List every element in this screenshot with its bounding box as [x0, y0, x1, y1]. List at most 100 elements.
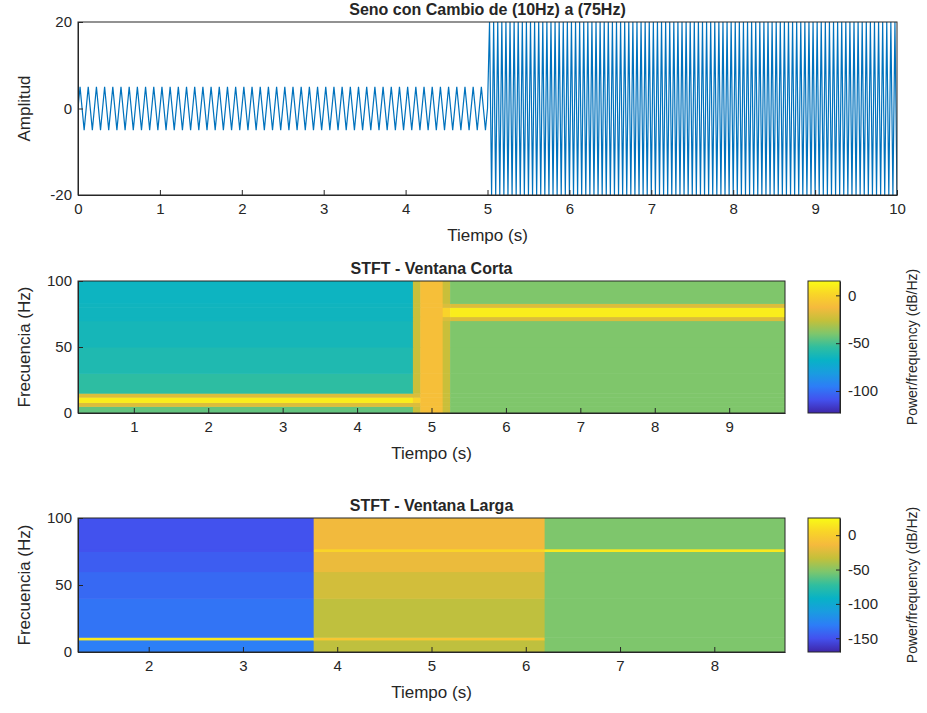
tick-label: 0 — [64, 100, 72, 117]
tick-label: 0 — [64, 404, 72, 421]
tick: 6 — [566, 190, 574, 217]
colorbar-title: Power/frequency (dB/Hz) — [904, 269, 920, 425]
axis: 2345678 — [79, 647, 786, 674]
tick-label: 2 — [145, 657, 153, 674]
heatmap-cell — [314, 552, 545, 573]
tick: 0 — [64, 100, 83, 117]
panel: 012345678910-20020Seno con Cambio de (10… — [15, 1, 906, 245]
tick-label: 8 — [730, 200, 738, 217]
heatmap-cell — [450, 397, 785, 403]
tick: 6 — [522, 647, 530, 674]
heatmap-cell — [78, 307, 413, 317]
tick-label: 5 — [428, 418, 436, 435]
tick: 8 — [651, 408, 659, 435]
heatmap-cell — [78, 397, 413, 403]
heatmap-cell — [413, 406, 421, 413]
heatmap-cell — [78, 406, 413, 413]
heatmap-cell — [413, 402, 421, 406]
heatmap-cell — [443, 281, 451, 304]
heatmap-cell — [420, 321, 443, 348]
heatmap-cell — [545, 552, 785, 573]
x-axis-title: Tiempo (s) — [447, 226, 528, 245]
heatmap-cell — [420, 317, 443, 321]
heatmap-cell — [545, 518, 785, 549]
tick: 7 — [577, 408, 585, 435]
tick-label: 6 — [566, 200, 574, 217]
signal-line — [78, 22, 897, 195]
tick-label: 6 — [522, 657, 530, 674]
tick: -150 — [836, 630, 878, 647]
heatmap-cell — [314, 518, 545, 549]
tick: 2 — [145, 647, 153, 674]
tick: -50 — [836, 561, 870, 578]
tick-label: -100 — [848, 595, 878, 612]
heatmap-cell — [413, 373, 421, 393]
heatmap-cell — [443, 397, 451, 403]
heatmap-cell — [450, 307, 785, 317]
tick-label: 0 — [74, 200, 82, 217]
axis: -100-500 — [836, 282, 878, 414]
tick-label: 0 — [848, 287, 856, 304]
heatmap-cell — [450, 281, 785, 304]
plot-area — [78, 518, 785, 652]
tick-label: 4 — [334, 657, 342, 674]
heatmap-cell — [450, 317, 785, 321]
heatmap-cell — [78, 373, 413, 393]
tick: 1 — [156, 190, 164, 217]
heatmap-cell — [420, 402, 443, 406]
tick-mark — [432, 647, 433, 652]
tick: 5 — [428, 647, 436, 674]
y-axis-title: Frecuencia (Hz) — [15, 287, 34, 408]
heatmap-cell — [443, 321, 451, 348]
heatmap-cell — [78, 402, 413, 406]
tick: 7 — [648, 190, 656, 217]
tick-label: 3 — [239, 657, 247, 674]
tick-label: 2 — [238, 200, 246, 217]
tick-label: 1 — [156, 200, 164, 217]
tick-label: 50 — [55, 338, 72, 355]
tick-label: 7 — [648, 200, 656, 217]
heatmap-cell — [450, 402, 785, 406]
heatmap-cell — [443, 303, 451, 307]
heatmap-cell — [78, 640, 314, 652]
x-axis-title: Tiempo (s) — [391, 683, 472, 702]
tick-label: 50 — [55, 576, 72, 593]
chart-svg: 012345678910-20020Seno con Cambio de (10… — [0, 0, 927, 713]
tick-mark — [506, 408, 507, 413]
tick: 4 — [353, 408, 361, 435]
heatmap-cell — [413, 303, 421, 307]
tick-mark — [714, 647, 715, 652]
plot-area — [78, 22, 897, 195]
tick: 3 — [279, 408, 287, 435]
axis: 012345678910 — [74, 190, 906, 217]
tick: 9 — [726, 408, 734, 435]
tick-label: -20 — [50, 186, 72, 203]
tick: 3 — [239, 647, 247, 674]
heatmap-cell — [545, 572, 785, 599]
tick-mark — [655, 408, 656, 413]
heatmap-cell — [314, 640, 545, 652]
heatmap-cell — [450, 347, 785, 374]
tick: 8 — [730, 190, 738, 217]
heatmap-cell — [545, 598, 785, 637]
tick-mark — [836, 295, 840, 296]
axis: 123456789 — [79, 408, 786, 435]
tick-mark — [569, 190, 570, 195]
heatmap-cell — [443, 373, 451, 393]
heatmap-cell — [78, 552, 314, 573]
colorbar — [808, 518, 840, 652]
tick-label: -50 — [848, 334, 870, 351]
tick-mark — [134, 408, 135, 413]
tick-label: 7 — [616, 657, 624, 674]
tick: 5 — [428, 408, 436, 435]
tick-label: 7 — [577, 418, 585, 435]
tick-mark — [836, 638, 840, 639]
tick: 9 — [811, 190, 819, 217]
tick-mark — [488, 190, 489, 195]
tick-mark — [836, 391, 840, 392]
tick: 7 — [616, 647, 624, 674]
y-axis-title: Frecuencia (Hz) — [15, 525, 34, 646]
tick-mark — [242, 190, 243, 195]
heatmap-cell — [78, 572, 314, 599]
tick: 1 — [130, 408, 138, 435]
